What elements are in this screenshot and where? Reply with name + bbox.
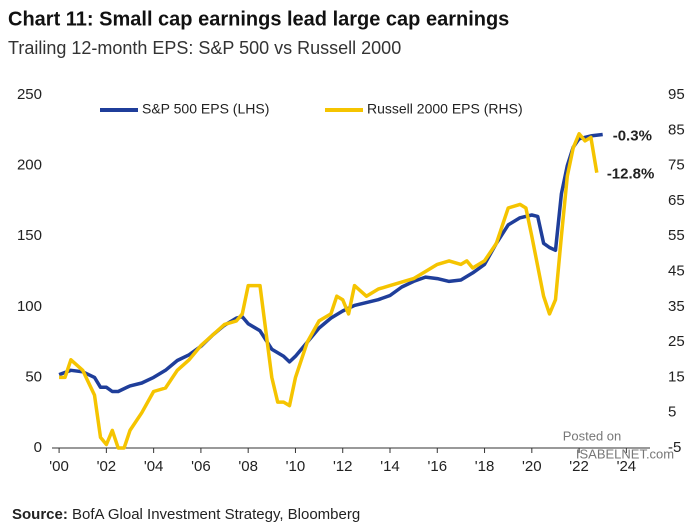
source-label: Source: — [12, 506, 68, 523]
x-tick-label: '00 — [49, 458, 69, 475]
y-tick-label: 50 — [25, 368, 42, 385]
y2-tick-label: 75 — [668, 157, 685, 174]
series-line — [58, 132, 603, 394]
x-tick-label: '06 — [191, 458, 211, 475]
x-tick-label: '16 — [427, 458, 447, 475]
y2-tick-label: 55 — [668, 227, 685, 244]
x-tick-label: '20 — [522, 458, 542, 475]
y2-tick-label: -5 — [668, 439, 681, 456]
y2-tick-label: 45 — [668, 262, 685, 279]
y-tick-label: 100 — [17, 298, 42, 315]
legend-label: S&P 500 EPS (LHS) — [142, 101, 269, 117]
source: BofA Gloal Investment Strategy, Bloomber… — [72, 506, 360, 523]
x-tick-label: '18 — [475, 458, 495, 475]
x-tick-label: '22 — [569, 458, 589, 475]
x-tick-label: '02 — [97, 458, 117, 475]
x-tick-label: '04 — [144, 458, 164, 475]
series-line — [59, 132, 599, 450]
y2-tick-label: 95 — [668, 86, 685, 103]
y2-tick-label: 85 — [668, 121, 685, 138]
x-tick-label: '24 — [617, 458, 637, 475]
y2-tick-label: 35 — [668, 298, 685, 315]
watermark: Posted on — [563, 428, 622, 443]
x-tick-label: '14 — [380, 458, 400, 475]
x-tick-label: '08 — [238, 458, 258, 475]
watermark: ISABELNET.com — [576, 446, 674, 461]
y2-tick-label: 15 — [668, 368, 685, 385]
annotation: -12.8% — [607, 166, 655, 183]
chart-subtitle: Trailing 12-month EPS: S&P 500 vs Russel… — [8, 38, 401, 58]
x-tick-label: '10 — [286, 458, 306, 475]
y-tick-label: 0 — [34, 439, 42, 456]
y2-tick-label: 5 — [668, 404, 676, 421]
y-tick-label: 200 — [17, 157, 42, 174]
y2-tick-label: 65 — [668, 192, 685, 209]
y2-tick-label: 25 — [668, 333, 685, 350]
y-tick-label: 250 — [17, 86, 42, 103]
y-tick-label: 150 — [17, 227, 42, 244]
legend-label: Russell 2000 EPS (RHS) — [367, 101, 523, 117]
chart-title: Chart 11: Small cap earnings lead large … — [8, 8, 509, 30]
x-tick-label: '12 — [333, 458, 353, 475]
annotation: -0.3% — [613, 128, 652, 145]
